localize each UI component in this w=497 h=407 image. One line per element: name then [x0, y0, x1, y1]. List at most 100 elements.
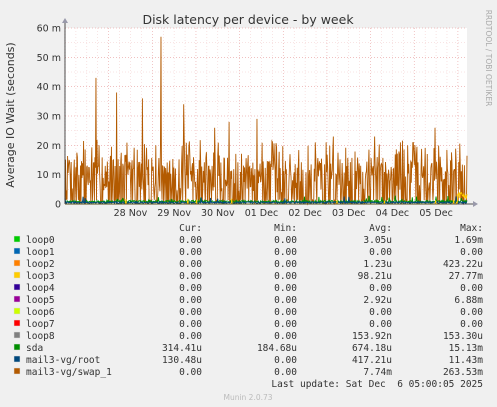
legend-swatch-loop1: [13, 247, 21, 255]
legend-label-loop4: loop4: [26, 283, 55, 294]
legend-header-cur: Cur:: [179, 223, 202, 234]
x-tick-label: 02 Dec: [288, 208, 322, 219]
legend-min-loop0: 0.00: [274, 235, 297, 246]
munin-version: Munin 2.0.73: [223, 393, 272, 402]
legend-min-mail3-vg-swap-1: 0.00: [274, 367, 297, 378]
legend-cur-loop7: 0.00: [179, 319, 202, 330]
legend-swatch-loop3: [13, 271, 21, 279]
legend-max-sda: 15.13m: [449, 343, 484, 354]
legend-label-loop1: loop1: [26, 247, 55, 258]
legend-cur-sda: 314.41u: [162, 343, 202, 354]
legend-max-loop8: 153.30u: [443, 331, 483, 342]
legend-swatch-loop6: [13, 307, 21, 315]
legend-avg-loop7: 0.00: [369, 319, 392, 330]
legend-swatch-sda: [13, 343, 21, 351]
legend-cur-loop4: 0.00: [179, 283, 202, 294]
legend-min-mail3-vg-root: 0.00: [274, 355, 297, 366]
legend-avg-loop0: 3.05u: [363, 235, 392, 246]
y-axis-ticks: 0 10 m 20 m 30 m 40 m 50 m 60 m: [37, 24, 61, 211]
legend-label-loop0: loop0: [26, 235, 55, 246]
legend-cur-loop0: 0.00: [179, 235, 202, 246]
legend-swatch-loop7: [13, 319, 21, 327]
legend-avg-mail3-vg-swap-1: 7.74m: [363, 367, 392, 378]
legend-cur-loop1: 0.00: [179, 247, 202, 258]
series-line-sda: [64, 195, 468, 205]
legend-label-loop2: loop2: [26, 259, 55, 270]
legend-header-max: Max:: [460, 223, 483, 234]
legend-avg-loop5: 2.92u: [363, 295, 392, 306]
y-tick-label: 10 m: [37, 170, 61, 181]
x-tick-label: 05 Dec: [419, 208, 453, 219]
x-tick-label: 04 Dec: [376, 208, 410, 219]
y-tick-label: 60 m: [37, 24, 61, 35]
legend-label-loop6: loop6: [26, 307, 55, 318]
legend-min-loop2: 0.00: [274, 259, 297, 270]
legend-avg-loop3: 98.21u: [358, 271, 392, 282]
series-line-mail3-vg-root: [64, 196, 468, 205]
legend-label-mail3-vg-swap-1: mail3-vg/swap_1: [26, 367, 112, 378]
legend-min-loop5: 0.00: [274, 295, 297, 306]
legend-min-loop3: 0.00: [274, 271, 297, 282]
legend-swatch-loop4: [13, 283, 21, 291]
legend-max-mail3-vg-swap-1: 263.53m: [443, 367, 483, 378]
legend-avg-loop6: 0.00: [369, 307, 392, 318]
x-axis-arrow: [473, 201, 478, 207]
legend-min-loop6: 0.00: [274, 307, 297, 318]
legend-header-min: Min:: [274, 223, 297, 234]
legend-avg-loop4: 0.00: [369, 283, 392, 294]
legend-max-loop6: 0.00: [460, 307, 483, 318]
legend-cur-mail3-vg-swap-1: 0.00: [179, 367, 202, 378]
legend-label-sda: sda: [26, 343, 43, 354]
y-tick-label: 0: [55, 200, 61, 211]
legend-max-loop1: 0.00: [460, 247, 483, 258]
x-tick-label: 29 Nov: [157, 208, 191, 219]
legend-max-loop0: 1.69m: [454, 235, 483, 246]
y-axis-arrow: [62, 18, 68, 23]
legend: Cur: Min: Avg: Max:loop0 0.00 0.00 3.05u 1.69ml…: [13, 223, 484, 378]
x-tick-label: 03 Dec: [332, 208, 366, 219]
legend-max-loop4: 0.00: [460, 283, 483, 294]
legend-cur-loop2: 0.00: [179, 259, 202, 270]
legend-label-loop3: loop3: [26, 271, 55, 282]
legend-avg-sda: 674.18u: [352, 343, 392, 354]
legend-max-mail3-vg-root: 11.43m: [449, 355, 484, 366]
legend-min-sda: 184.68u: [257, 343, 297, 354]
legend-swatch-loop8: [13, 331, 21, 339]
axes: [62, 18, 478, 207]
x-tick-label: 30 Nov: [201, 208, 235, 219]
legend-max-loop5: 6.88m: [454, 295, 483, 306]
legend-min-loop7: 0.00: [274, 319, 297, 330]
legend-max-loop3: 27.77m: [449, 271, 484, 282]
y-axis-label: Average IO Wait (seconds): [4, 42, 17, 187]
legend-swatch-mail3-vg-swap-1: [13, 367, 21, 375]
legend-swatch-mail3-vg-root: [13, 355, 21, 363]
legend-min-loop4: 0.00: [274, 283, 297, 294]
legend-max-loop2: 423.22u: [443, 259, 483, 270]
legend-label-loop7: loop7: [26, 319, 55, 330]
legend-avg-loop2: 1.23u: [363, 259, 392, 270]
rrdtool-credit: RRDTOOL / TOBI OETIKER: [484, 10, 493, 107]
legend-min-loop1: 0.00: [274, 247, 297, 258]
x-tick-label: 01 Dec: [245, 208, 279, 219]
legend-swatch-loop5: [13, 295, 21, 303]
y-tick-label: 30 m: [37, 112, 61, 123]
legend-label-loop8: loop8: [26, 331, 55, 342]
chart-title: Disk latency per device - by week: [142, 12, 354, 27]
legend-swatch-loop2: [13, 259, 21, 267]
legend-swatch-loop0: [13, 235, 21, 243]
legend-min-loop8: 0.00: [274, 331, 297, 342]
x-axis-ticks: 28 Nov 29 Nov 30 Nov 01 Dec 02 Dec 03 Dec 04 D…: [114, 208, 453, 219]
y-tick-label: 50 m: [37, 53, 61, 64]
legend-avg-loop1: 0.00: [369, 247, 392, 258]
legend-label-mail3-vg-root: mail3-vg/root: [26, 355, 100, 366]
legend-cur-loop6: 0.00: [179, 307, 202, 318]
legend-avg-mail3-vg-root: 417.21u: [352, 355, 392, 366]
last-update: Last update: Sat Dec 6 05:00:05 2025: [271, 379, 483, 390]
legend-label-loop5: loop5: [26, 295, 55, 306]
legend-cur-loop5: 0.00: [179, 295, 202, 306]
series-line-mail3-vg-swap-1: [64, 36, 468, 206]
y-tick-label: 20 m: [37, 141, 61, 152]
legend-cur-mail3-vg-root: 130.48u: [162, 355, 202, 366]
legend-max-loop7: 0.00: [460, 319, 483, 330]
